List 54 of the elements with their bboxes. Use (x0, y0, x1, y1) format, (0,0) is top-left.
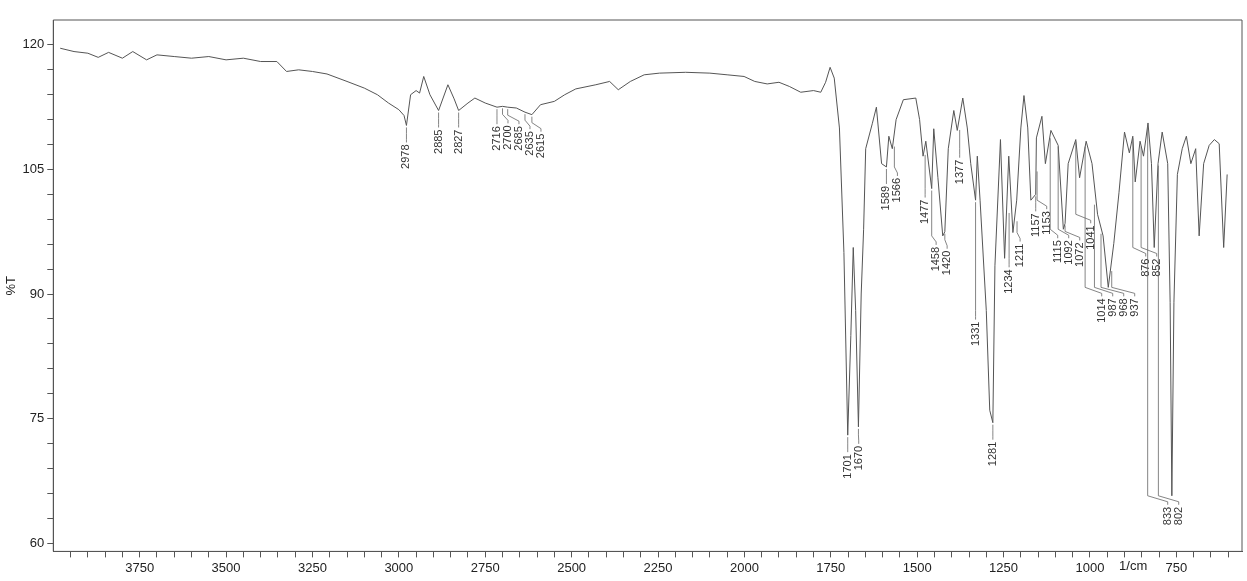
annotation: 1092 (1061, 240, 1074, 265)
annotation: 1153 (1039, 211, 1052, 235)
annotation: 1701 (840, 454, 853, 479)
annotation: 2885 (431, 129, 444, 154)
x-tick-label: 1250 (989, 559, 1019, 575)
annotation: 2978 (399, 144, 412, 169)
y-tick-label: 60 (29, 534, 45, 550)
x-tick-label: 750 (1165, 559, 1188, 575)
x-tick-label: 3250 (298, 559, 327, 575)
annotation: 2700 (501, 125, 514, 150)
x-tick-label: 2250 (643, 559, 673, 575)
annotation: 968 (1116, 298, 1129, 317)
y-tick-label: 75 (29, 410, 45, 426)
annotation: 1331 (968, 321, 981, 347)
annotation: 2615 (534, 133, 547, 159)
y-tick-label: 120 (22, 36, 45, 52)
annotation: 2716 (490, 126, 503, 151)
y-tick-label: 90 (29, 285, 45, 301)
annotation: 1458 (929, 246, 942, 272)
annotation: 1157 (1028, 213, 1041, 238)
annotation: 1211 (1013, 243, 1026, 268)
x-tick-label: 1750 (816, 559, 846, 575)
annotation: 1115 (1050, 240, 1063, 264)
y-tick-label: 105 (22, 161, 45, 177)
annotation: 987 (1105, 298, 1118, 317)
annotation: 937 (1127, 298, 1140, 317)
annotation: 2827 (451, 129, 464, 154)
x-tick-label: 3500 (211, 559, 241, 575)
annotation: 1014 (1094, 298, 1107, 323)
annotation: 1234 (1002, 269, 1015, 294)
y-axis-title: %T (3, 275, 19, 296)
annotation: 1566 (890, 177, 903, 203)
x-tick-label: 2500 (557, 559, 587, 575)
x-tick-label: 3750 (125, 559, 155, 575)
x-tick-label: 3000 (384, 559, 414, 575)
annotation: 802 (1171, 506, 1184, 526)
annotation: 1281 (985, 441, 998, 467)
x-tick-label: 1500 (902, 559, 932, 575)
annotation: 1670 (851, 445, 864, 471)
annotation: 2635 (523, 131, 536, 156)
x-axis-title: 1/cm (1119, 558, 1148, 574)
annotation: 1072 (1072, 242, 1085, 267)
annotation: 1377 (952, 159, 965, 185)
annotation: 833 (1160, 506, 1173, 526)
annotation: 1589 (879, 185, 892, 211)
annotation: 1477 (918, 199, 931, 225)
x-tick-label: 1000 (1075, 559, 1105, 575)
annotation: 1420 (940, 250, 953, 276)
x-tick-label: 2750 (470, 559, 500, 575)
annotation: 852 (1149, 258, 1162, 277)
annotation: 1041 (1083, 225, 1096, 250)
x-tick-label: 2000 (729, 559, 759, 575)
annotation: 876 (1138, 258, 1151, 277)
annotation: 2685 (512, 126, 525, 151)
